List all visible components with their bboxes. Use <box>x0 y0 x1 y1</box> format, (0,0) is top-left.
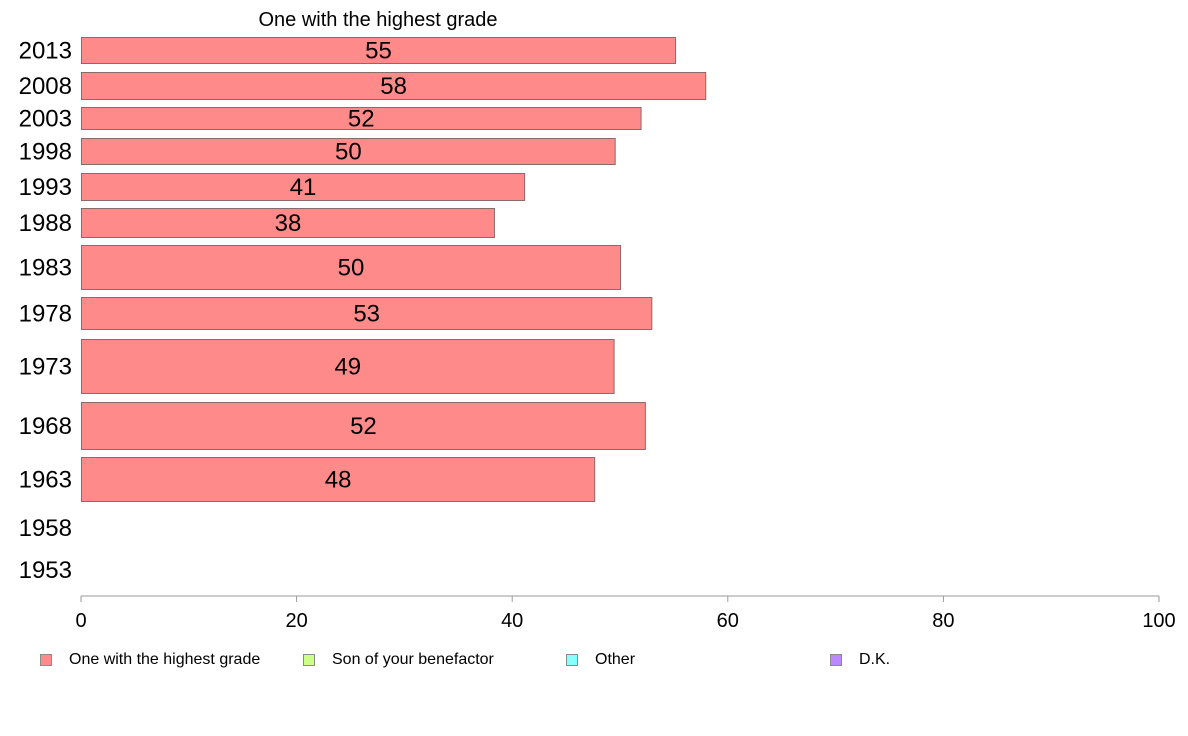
y-tick-label: 1993 <box>19 174 72 201</box>
bar <box>81 457 596 502</box>
y-tick-label: 1958 <box>19 515 72 542</box>
y-tick-label: 2008 <box>19 73 72 100</box>
legend-label: Other <box>595 651 636 668</box>
bar <box>81 72 707 100</box>
y-tick-label: 1963 <box>19 467 72 494</box>
bar-value-label: 41 <box>290 174 317 201</box>
bar-value-label: 58 <box>380 73 407 100</box>
y-tick-label: 1983 <box>19 255 72 282</box>
legend-label: One with the highest grade <box>69 651 261 668</box>
bar-value-label: 52 <box>350 413 377 440</box>
bar <box>81 208 495 238</box>
legend-item-highest-grade: One with the highest grade <box>40 651 260 669</box>
bar <box>81 107 642 130</box>
y-tick-label: 1968 <box>19 413 72 440</box>
x-tick-label: 20 <box>285 610 307 632</box>
bar <box>81 245 622 290</box>
legend-item-son-of-benefactor: Son of your benefactor <box>303 651 494 669</box>
bar-chart: One with the highest grade 5558525041385… <box>19 9 1176 632</box>
y-tick-label: 1978 <box>19 301 72 328</box>
legend: One with the highest grade Son of your b… <box>0 651 1188 671</box>
bar-value-label: 48 <box>325 467 352 494</box>
y-tick-label: 1953 <box>19 557 72 584</box>
x-tick-label: 60 <box>717 610 739 632</box>
y-tick-label: 1998 <box>19 139 72 166</box>
bar-value-label: 55 <box>365 38 392 65</box>
y-tick-label: 1973 <box>19 354 72 381</box>
bar-value-label: 38 <box>275 210 302 237</box>
legend-label: D.K. <box>859 651 891 668</box>
bar <box>81 339 615 394</box>
y-tick-label: 2003 <box>19 106 72 133</box>
bar <box>81 297 653 330</box>
bar <box>81 173 526 201</box>
legend-swatch <box>303 654 315 666</box>
legend-item-dk: D.K. <box>830 651 890 669</box>
legend-swatch <box>830 654 842 666</box>
x-tick-label: 80 <box>932 610 954 632</box>
bar <box>81 37 677 64</box>
bar-value-label: 53 <box>353 301 380 328</box>
chart-title: One with the highest grade <box>258 9 497 31</box>
bar-value-label: 52 <box>348 106 375 133</box>
bar-value-label: 50 <box>338 255 365 282</box>
y-tick-label: 2013 <box>19 38 72 65</box>
bar <box>81 402 646 450</box>
legend-swatch <box>566 654 578 666</box>
legend-item-other: Other <box>566 651 635 669</box>
legend-label: Son of your benefactor <box>332 651 494 668</box>
x-tick-label: 40 <box>501 610 523 632</box>
bar <box>81 138 616 165</box>
bar-value-label: 50 <box>335 139 362 166</box>
bar-value-label: 49 <box>334 354 361 381</box>
x-tick-label: 100 <box>1142 610 1175 632</box>
y-tick-label: 1988 <box>19 210 72 237</box>
x-tick-label: 0 <box>75 610 86 632</box>
legend-swatch <box>40 654 52 666</box>
